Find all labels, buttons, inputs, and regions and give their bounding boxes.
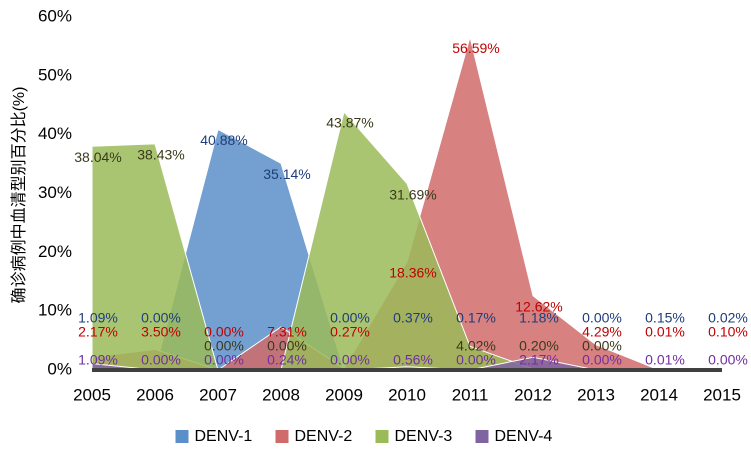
y-tick-label: 30% [38, 183, 72, 202]
data-label: 0.20% [519, 338, 559, 354]
data-label: 38.04% [74, 149, 121, 165]
data-label: 7.31% [267, 324, 307, 340]
data-label: 18.36% [389, 265, 436, 281]
data-label: 38.43% [137, 147, 184, 163]
data-label: 0.10% [708, 324, 748, 340]
data-label: 0.00% [582, 352, 622, 368]
y-tick-label: 0% [47, 359, 72, 378]
y-tick-label: 60% [38, 6, 72, 25]
data-label: 0.15% [645, 310, 685, 326]
data-label: 0.00% [204, 352, 244, 368]
y-axis-title: 确诊病例中血清型别百分比(%) [10, 87, 28, 304]
x-tick-label: 2006 [136, 385, 174, 404]
legend-label: DENV-1 [195, 428, 253, 445]
data-label: 2.17% [519, 352, 559, 368]
data-label: 35.14% [263, 166, 310, 182]
data-label: 0.00% [708, 352, 748, 368]
legend-swatch [175, 430, 189, 443]
data-label: 3.50% [141, 324, 181, 340]
data-label: 1.18% [519, 310, 559, 326]
legend-swatch [275, 430, 289, 443]
x-tick-label: 2005 [73, 385, 111, 404]
data-label: 0.24% [267, 352, 307, 368]
data-label: 2.17% [78, 324, 118, 340]
data-label: 0.37% [393, 310, 433, 326]
data-label: 0.00% [582, 338, 622, 354]
data-label: 1.09% [78, 352, 118, 368]
data-label: 12.62% [515, 298, 562, 314]
legend-swatch [375, 430, 389, 443]
x-tick-label: 2007 [199, 385, 237, 404]
x-tick-label: 2015 [703, 385, 741, 404]
data-label: 0.00% [141, 352, 181, 368]
y-tick-label: 20% [38, 242, 72, 261]
x-tick-label: 2014 [640, 385, 678, 404]
legend-label: DENV-3 [395, 428, 453, 445]
data-label: 0.01% [645, 352, 685, 368]
data-label: 31.69% [389, 186, 436, 202]
data-label: 0.00% [330, 352, 370, 368]
data-label: 0.00% [456, 352, 496, 368]
x-tick-label: 2009 [325, 385, 363, 404]
data-label: 0.00% [204, 338, 244, 354]
data-label: 40.88% [200, 132, 247, 148]
y-tick-label: 40% [38, 124, 72, 143]
data-label: 0.17% [456, 310, 496, 326]
legend-label: DENV-2 [295, 428, 353, 445]
data-label: 43.87% [326, 115, 373, 131]
data-label: 0.27% [330, 324, 370, 340]
x-tick-label: 2013 [577, 385, 615, 404]
data-label: 0.00% [582, 310, 622, 326]
data-label: 0.02% [708, 310, 748, 326]
data-label: 0.00% [141, 310, 181, 326]
data-label: 4.02% [456, 338, 496, 354]
y-tick-label: 50% [38, 65, 72, 84]
legend-swatch [475, 430, 489, 443]
data-label: 0.01% [645, 324, 685, 340]
y-tick-label: 10% [38, 301, 72, 320]
data-label: 4.29% [582, 324, 622, 340]
data-label: 0.00% [204, 324, 244, 340]
legend-label: DENV-4 [495, 428, 553, 445]
data-label: 0.00% [330, 310, 370, 326]
data-label: 0.00% [267, 338, 307, 354]
x-tick-label: 2010 [388, 385, 426, 404]
x-tick-label: 2011 [452, 385, 489, 404]
x-tick-label: 2008 [262, 385, 300, 404]
data-label: 0.56% [393, 352, 433, 368]
data-label: 1.09% [78, 310, 118, 326]
data-label: 56.59% [452, 40, 499, 56]
x-tick-label: 2012 [514, 385, 552, 404]
